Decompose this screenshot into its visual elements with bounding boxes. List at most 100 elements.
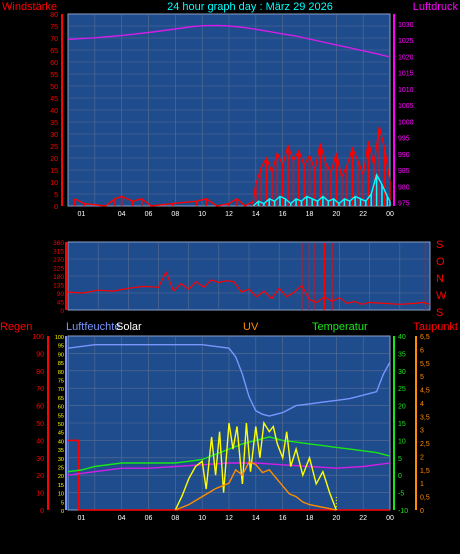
pressure-y-tick: 1030 xyxy=(398,22,414,29)
temperature-line xyxy=(67,436,391,473)
wind-y-tick: 75 xyxy=(50,24,58,31)
regen-label: Regen xyxy=(0,321,32,333)
uv-y-tick: 6 xyxy=(420,347,424,354)
dir-y-tick: 45 xyxy=(57,300,65,307)
wind-y-tick: 45 xyxy=(50,96,58,103)
wind-y-tick: 5 xyxy=(54,192,58,199)
pressure-y-tick: 975 xyxy=(398,201,410,208)
temp-y-tick: 40 xyxy=(398,334,406,341)
uv-y-tick: 1 xyxy=(420,481,424,488)
solar-y-tick: 85 xyxy=(58,361,64,367)
uv-y-tick: 3 xyxy=(420,428,424,435)
regen-y-tick: 60 xyxy=(36,404,44,411)
wind-y-tick: 15 xyxy=(50,168,58,175)
regen-y-tick: 100 xyxy=(32,334,44,341)
solar-y-tick: 25 xyxy=(58,466,64,472)
wind-x-tick: 08 xyxy=(171,211,179,218)
bottom-x-tick: 18 xyxy=(306,515,314,522)
taupunkt-label: Taupunkt xyxy=(413,321,458,333)
uv-y-tick: 5,5 xyxy=(420,361,430,368)
bottom-x-tick: 10 xyxy=(198,515,206,522)
humidity-line xyxy=(67,344,391,417)
temp-y-tick: 25 xyxy=(398,386,406,393)
dir-y-tick: 0 xyxy=(60,308,64,315)
bottom-x-tick: 01 xyxy=(78,515,86,522)
solar-y-tick: 30 xyxy=(58,457,64,463)
pressure-y-tick: 995 xyxy=(398,136,410,143)
bottom-x-tick: 14 xyxy=(252,515,260,522)
uv-y-tick: 2,5 xyxy=(420,441,430,448)
solar-y-tick: 65 xyxy=(58,396,64,402)
luftdruck-label: Luftdruck xyxy=(413,1,459,13)
wind-y-tick: 35 xyxy=(50,120,58,127)
regen-y-tick: 90 xyxy=(36,351,44,358)
uv-y-tick: 4,5 xyxy=(420,388,430,395)
temperatur-label: Temperatur xyxy=(312,321,368,333)
pressure-y-tick: 1005 xyxy=(398,103,414,110)
bottom-x-tick: 22 xyxy=(359,515,367,522)
uv-y-tick: 0 xyxy=(420,508,424,515)
solar-y-tick: 15 xyxy=(58,483,64,489)
wind-x-tick: 12 xyxy=(225,211,233,218)
solar-y-tick: 50 xyxy=(58,422,64,428)
luftfeuchte-label: Luftfeuchte xyxy=(66,321,120,333)
wind-x-tick: 22 xyxy=(359,211,367,218)
regen-y-tick: 50 xyxy=(36,421,44,428)
solar-y-tick: 90 xyxy=(58,352,64,358)
wind-y-tick: 60 xyxy=(50,60,58,67)
wind-y-tick: 10 xyxy=(50,180,58,187)
temp-y-tick: 15 xyxy=(398,421,406,428)
solar-label: Solar xyxy=(116,321,142,333)
solar-y-tick: 55 xyxy=(58,413,64,419)
solar-y-tick: 35 xyxy=(58,448,64,454)
regen-y-tick: 30 xyxy=(36,456,44,463)
temp-y-tick: 10 xyxy=(398,438,406,445)
temp-y-tick: -10 xyxy=(398,508,408,515)
dir-y-tick: 135 xyxy=(53,283,64,290)
solar-y-tick: 40 xyxy=(58,439,64,445)
solar-y-tick: 95 xyxy=(58,344,64,350)
pressure-y-tick: 1010 xyxy=(398,87,414,94)
wind-y-tick: 0 xyxy=(54,204,58,211)
wind-y-tick: 25 xyxy=(50,144,58,151)
pressure-y-tick: 1000 xyxy=(398,119,414,126)
wind-direction-letter: N xyxy=(436,273,444,285)
uv-y-tick: 3,5 xyxy=(420,414,430,421)
solar-y-tick: 20 xyxy=(58,474,64,480)
dir-y-tick: 270 xyxy=(53,257,64,264)
temp-y-tick: 5 xyxy=(398,456,402,463)
wind-x-tick: 20 xyxy=(332,211,340,218)
wind-x-tick: 18 xyxy=(306,211,314,218)
pressure-y-tick: 1020 xyxy=(398,54,414,61)
wind-y-tick: 55 xyxy=(50,72,58,79)
wind-x-tick: 14 xyxy=(252,211,260,218)
wind-pressure-panel: 01 04 06 08 10 12 14 16 18 20 22 000510152025303540… xyxy=(50,12,413,218)
bottom-x-tick: 00 xyxy=(386,515,394,522)
wind-y-tick: 30 xyxy=(50,132,58,139)
solar-y-tick: 5 xyxy=(61,500,64,506)
solar-line xyxy=(174,420,337,511)
pressure-y-tick: 985 xyxy=(398,168,410,175)
solar-y-tick: 80 xyxy=(58,370,64,376)
wind-x-tick: 04 xyxy=(118,211,126,218)
dir-y-tick: 360 xyxy=(53,240,64,247)
wind-y-tick: 20 xyxy=(50,156,58,163)
wind-y-tick: 50 xyxy=(50,84,58,91)
bottom-x-tick: 20 xyxy=(332,515,340,522)
direction-line xyxy=(67,270,431,305)
wind-direction-letter: S xyxy=(436,307,443,319)
dewpoint-line xyxy=(67,462,391,476)
wind-x-tick: 06 xyxy=(145,211,153,218)
dir-y-tick: 180 xyxy=(53,274,64,281)
uv-line xyxy=(175,460,337,511)
wind-direction-letter: S xyxy=(436,239,443,251)
solar-y-tick: 45 xyxy=(58,431,64,437)
temp-y-tick: 20 xyxy=(398,404,406,411)
bottom-x-tick: 08 xyxy=(171,515,179,522)
uv-y-tick: 5 xyxy=(420,374,424,381)
bottom-x-tick: 06 xyxy=(145,515,153,522)
regen-y-tick: 0 xyxy=(40,508,44,515)
uv-y-tick: 0,5 xyxy=(420,495,430,502)
